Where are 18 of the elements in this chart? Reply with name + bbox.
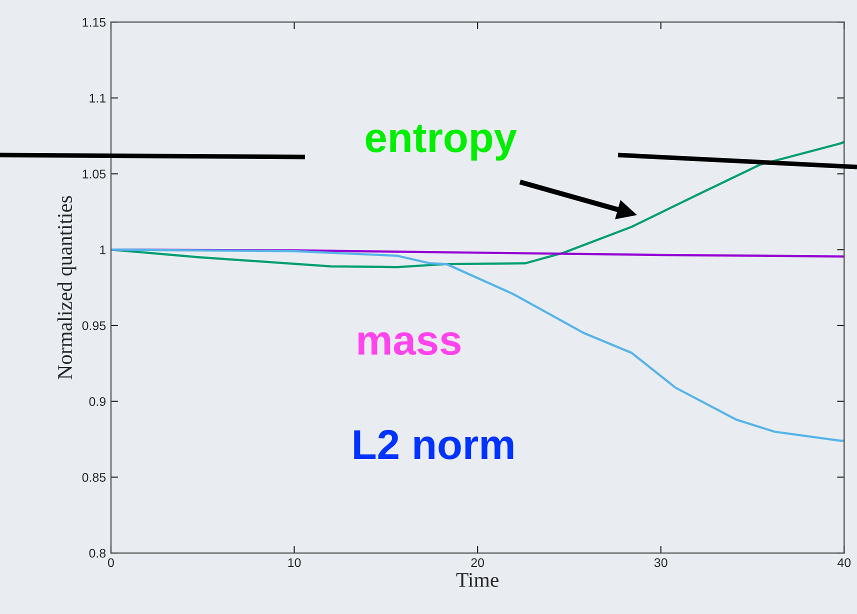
y-tick-label: 0.85 <box>82 472 106 482</box>
annotation: L2 norm <box>354 430 514 460</box>
y-tick-label: 0.9 <box>89 397 106 406</box>
y-tick-label: 1 <box>100 246 106 254</box>
x-tick-label: 20 <box>471 558 484 568</box>
y-tick-label: 1.1 <box>90 94 106 102</box>
annotation: mass <box>358 332 461 356</box>
x-tick-label: 30 <box>654 558 668 568</box>
x-axis-title: Time <box>456 572 498 587</box>
x-tick-label: 10 <box>288 558 301 568</box>
annotation: entropy <box>366 124 517 161</box>
x-tick-label: 40 <box>837 558 851 568</box>
y-axis-title: Normalized quantities <box>57 196 76 380</box>
y-tick-label: 0.8 <box>89 548 106 558</box>
x-tick-label: 0 <box>108 558 114 568</box>
y-tick-label: 0.95 <box>82 321 106 330</box>
y-tick-label: 1.15 <box>82 18 106 27</box>
y-tick-label: 1.05 <box>82 170 106 178</box>
